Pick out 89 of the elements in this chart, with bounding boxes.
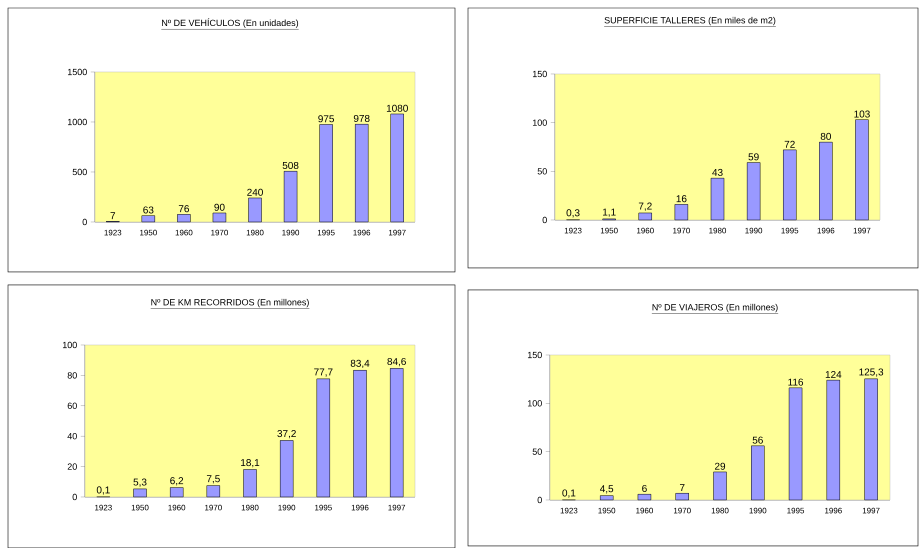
data-label: 90 bbox=[214, 204, 225, 211]
data-label: 18,1 bbox=[241, 459, 260, 468]
bar bbox=[864, 378, 878, 500]
data-label: 975 bbox=[318, 115, 334, 122]
y-tick-label: 1000 bbox=[68, 118, 87, 126]
bar bbox=[170, 487, 184, 498]
data-label: 56 bbox=[752, 436, 763, 444]
bar bbox=[675, 492, 689, 500]
chart-title: Nº DE KM RECORRIDOS (En millones) bbox=[151, 298, 309, 308]
y-tick-label: 20 bbox=[68, 463, 77, 470]
data-label: 5,3 bbox=[133, 478, 146, 487]
y-tick-label: 80 bbox=[68, 372, 77, 379]
bar bbox=[206, 485, 220, 498]
data-label: 77,7 bbox=[314, 368, 333, 377]
bar bbox=[284, 170, 298, 222]
data-label: 240 bbox=[247, 188, 263, 196]
y-tick-label: 1500 bbox=[68, 68, 87, 76]
y-tick-label: 100 bbox=[532, 119, 547, 126]
data-label: 125,3 bbox=[859, 368, 884, 377]
bar bbox=[390, 114, 404, 222]
data-label: 43 bbox=[712, 168, 723, 176]
chart-title: Nº DE VEHÍCULOS (En unidades) bbox=[162, 18, 298, 28]
data-label: 72 bbox=[784, 140, 795, 148]
data-label: 76 bbox=[178, 205, 190, 212]
bar bbox=[142, 215, 156, 222]
data-label: 7,5 bbox=[206, 475, 220, 484]
data-label: 37,2 bbox=[277, 430, 296, 438]
data-label: 103 bbox=[854, 110, 870, 118]
y-tick-label: 150 bbox=[532, 70, 547, 78]
y-tick-label: 60 bbox=[68, 402, 77, 409]
data-label: 508 bbox=[282, 162, 298, 169]
y-tick-label: 100 bbox=[528, 400, 542, 406]
y-tick-label: 500 bbox=[72, 168, 87, 176]
bar bbox=[782, 150, 796, 220]
bar bbox=[133, 488, 147, 498]
bar bbox=[280, 440, 294, 498]
bar bbox=[354, 124, 368, 222]
bar bbox=[353, 370, 367, 498]
bar bbox=[638, 212, 652, 220]
data-label: 7,2 bbox=[638, 202, 652, 211]
data-label: 29 bbox=[714, 462, 726, 470]
data-label: 1,1 bbox=[603, 208, 616, 217]
bar bbox=[751, 446, 765, 500]
data-label: 116 bbox=[788, 378, 804, 386]
data-label: 6 bbox=[642, 484, 647, 492]
bar bbox=[177, 214, 191, 222]
bar bbox=[788, 388, 802, 500]
bar bbox=[243, 469, 257, 498]
bar bbox=[855, 119, 869, 220]
bar bbox=[600, 495, 614, 500]
data-label: 0,1 bbox=[562, 489, 576, 498]
data-label: 1080 bbox=[386, 104, 408, 112]
bar bbox=[390, 368, 404, 498]
data-label: 6,2 bbox=[170, 477, 184, 486]
bar bbox=[248, 198, 262, 222]
y-tick-label: 40 bbox=[67, 433, 77, 440]
bar bbox=[746, 162, 760, 220]
bar bbox=[212, 212, 226, 222]
chart-title: SUPERFICIE TALLERES (En miles de m2) bbox=[604, 16, 776, 26]
data-label: 7 bbox=[680, 484, 685, 492]
data-label: 4,5 bbox=[600, 485, 614, 494]
bar bbox=[710, 178, 724, 220]
data-label: 0,1 bbox=[96, 486, 110, 495]
y-tick-label: 0 bbox=[542, 216, 547, 224]
data-label: 16 bbox=[676, 195, 687, 202]
data-label: 84,6 bbox=[387, 358, 406, 366]
data-label: 80 bbox=[820, 132, 831, 140]
chart-title: Nº DE VIAJEROS (En millones) bbox=[652, 304, 778, 312]
data-label: 83,4 bbox=[350, 360, 370, 368]
bar bbox=[713, 472, 727, 500]
bar bbox=[674, 204, 688, 220]
y-tick-label: 0 bbox=[82, 218, 87, 226]
y-tick-label: 50 bbox=[532, 448, 542, 455]
y-tick-label: 150 bbox=[528, 352, 542, 358]
bar bbox=[638, 494, 652, 500]
bar bbox=[316, 378, 330, 498]
bar bbox=[319, 124, 333, 222]
y-tick-label: 0 bbox=[538, 496, 542, 504]
bar bbox=[819, 142, 833, 220]
data-label: 0,3 bbox=[566, 209, 580, 218]
y-tick-label: 100 bbox=[62, 342, 77, 348]
y-tick-label: 0 bbox=[72, 494, 77, 500]
data-label: 978 bbox=[354, 114, 370, 122]
data-label: 7 bbox=[110, 212, 116, 220]
bar bbox=[826, 380, 840, 500]
data-label: 59 bbox=[748, 153, 759, 160]
y-tick-label: 50 bbox=[538, 168, 547, 174]
data-label: 63 bbox=[143, 206, 154, 214]
data-label: 124 bbox=[826, 370, 842, 378]
